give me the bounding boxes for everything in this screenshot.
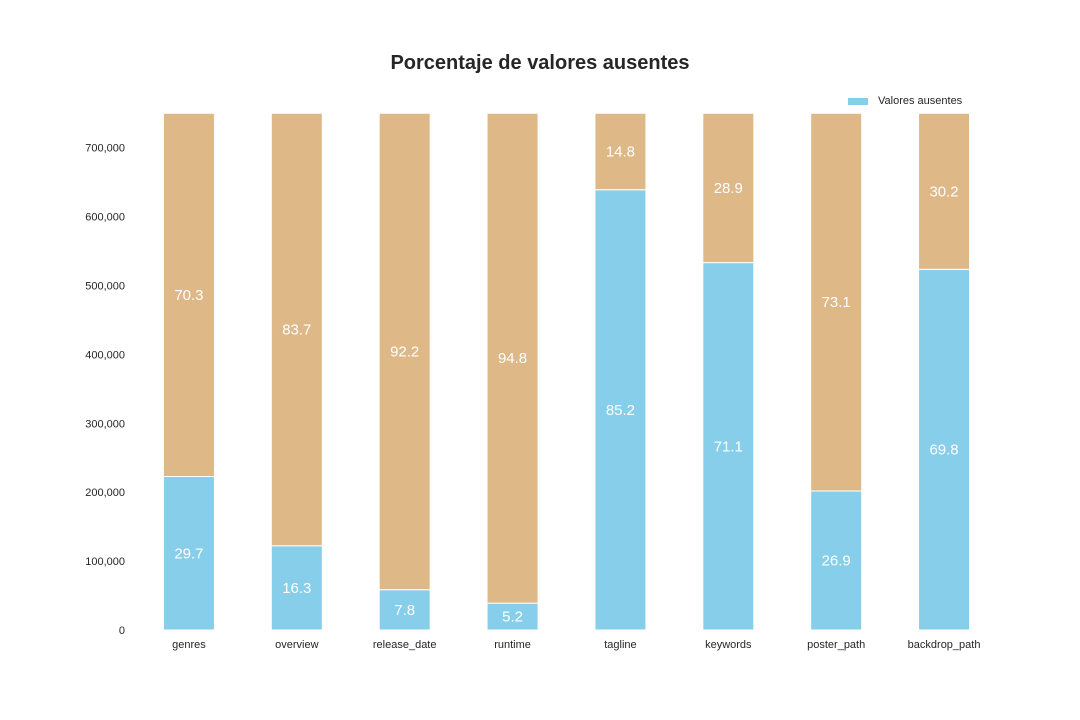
y-tick-label: 0 [119, 625, 125, 637]
bar-segment-missing [162, 476, 215, 631]
y-tick-label: 700,000 [85, 143, 125, 155]
data-label: 5.2 [502, 609, 523, 626]
y-tick-label: 200,000 [85, 487, 125, 499]
bar-segment-present [702, 112, 755, 264]
x-tick-label: keywords [705, 639, 752, 651]
chart-title: Porcentaje de valores ausentes [390, 52, 690, 74]
x-tick-label: runtime [494, 639, 531, 651]
legend: Valores ausentes [848, 94, 962, 108]
x-tick-label: overview [275, 639, 318, 651]
legend-label-missing: Valores ausentes [878, 95, 963, 107]
data-label: 71.1 [714, 438, 743, 455]
x-tick-label: genres [172, 639, 206, 651]
bar-segment-present [378, 112, 431, 591]
y-tick-label: 400,000 [85, 349, 125, 361]
bar-segment-missing [594, 189, 647, 631]
bar-segment-present [270, 112, 323, 547]
data-label: 28.9 [714, 180, 743, 197]
y-tick-label: 600,000 [85, 212, 125, 224]
x-tick-label: release_date [373, 639, 437, 651]
y-tick-label: 500,000 [85, 281, 125, 293]
bar-segment-present [594, 112, 647, 191]
data-label: 94.8 [498, 350, 527, 367]
bar-segment-missing [270, 545, 323, 631]
data-label: 83.7 [282, 322, 311, 339]
data-label: 7.8 [394, 602, 415, 619]
data-label: 26.9 [822, 552, 851, 569]
bar-segment-missing [702, 262, 755, 631]
x-tick-label: backdrop_path [908, 639, 981, 651]
data-label: 29.7 [174, 545, 203, 562]
bar-segment-present [918, 112, 971, 270]
data-label: 30.2 [929, 183, 958, 200]
data-label: 16.3 [282, 580, 311, 597]
data-label: 92.2 [390, 343, 419, 360]
y-tick-label: 100,000 [85, 556, 125, 568]
x-tick-label: tagline [604, 639, 636, 651]
bar-segment-present [810, 112, 863, 492]
y-tick-label: 300,000 [85, 418, 125, 430]
bar-segment-present [486, 112, 539, 604]
bar-segment-present [162, 112, 215, 478]
data-label: 73.1 [822, 294, 851, 311]
data-label: 85.2 [606, 402, 635, 419]
data-label: 70.3 [174, 287, 203, 304]
data-label: 69.8 [929, 442, 958, 459]
legend-swatch-missing [848, 97, 868, 105]
bar-segment-missing [810, 490, 863, 631]
data-label: 14.8 [606, 143, 635, 160]
x-tick-label: poster_path [807, 639, 865, 651]
